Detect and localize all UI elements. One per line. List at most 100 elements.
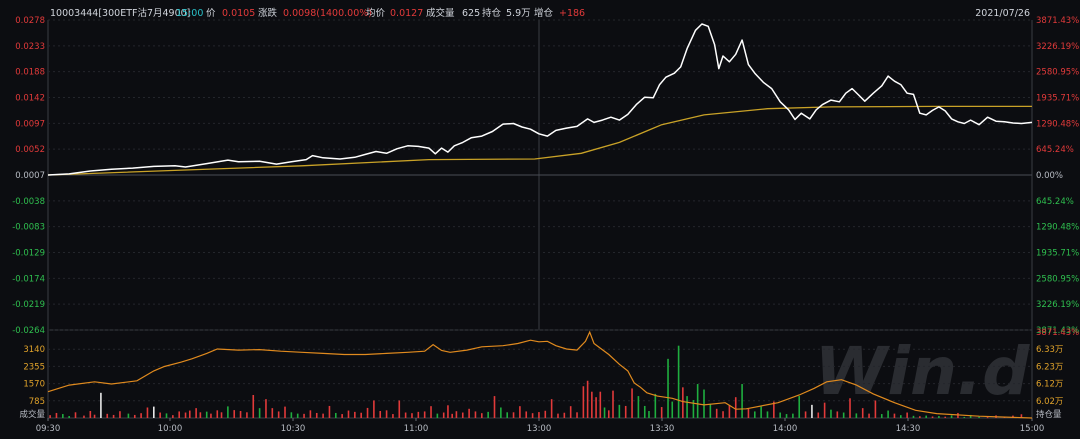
price-tick-label: 0.0278 bbox=[15, 16, 45, 26]
open-interest-label: 持仓 bbox=[482, 7, 502, 19]
volume-bar bbox=[741, 384, 743, 418]
price-tick-label: 0.0233 bbox=[15, 42, 45, 52]
volume-bar bbox=[906, 412, 908, 418]
volume-bar bbox=[404, 412, 407, 418]
volume-bar bbox=[303, 413, 305, 418]
volume-bar bbox=[842, 412, 845, 418]
volume-value: 625 bbox=[462, 8, 480, 19]
volume-bar bbox=[715, 408, 718, 418]
pct-tick-label: 3871.43% bbox=[1036, 328, 1079, 338]
volume-bar bbox=[677, 345, 680, 418]
oi-tick-label: 6.23万 bbox=[1036, 362, 1063, 372]
price-tick-label: -0.0129 bbox=[12, 249, 45, 259]
volume-bar bbox=[586, 380, 589, 418]
oi-tick-label: 持仓量 bbox=[1036, 409, 1062, 420]
volume-bar bbox=[430, 406, 432, 418]
volume-bar bbox=[220, 412, 223, 418]
volume-bar bbox=[595, 397, 597, 418]
volume-bar bbox=[74, 412, 77, 418]
volume-bar bbox=[165, 413, 168, 418]
volume-bar bbox=[900, 415, 902, 418]
price-line bbox=[47, 23, 1033, 176]
volume-bar bbox=[792, 413, 794, 418]
avg-price-label: 均价 bbox=[366, 7, 386, 19]
volume-bar bbox=[734, 397, 737, 418]
volume-bar bbox=[728, 404, 731, 418]
volume-bar bbox=[855, 413, 858, 418]
volume-bar bbox=[591, 391, 593, 418]
time-tick-label: 13:00 bbox=[527, 424, 552, 434]
volume-bar bbox=[643, 405, 646, 418]
volume-bar bbox=[159, 412, 161, 418]
volume-bar bbox=[887, 410, 889, 418]
volume-bar bbox=[360, 412, 362, 418]
volume-bar bbox=[265, 399, 267, 418]
volume-bar bbox=[68, 416, 70, 418]
volume-bar bbox=[703, 389, 705, 418]
volume-bar bbox=[925, 415, 927, 418]
volume-bar bbox=[969, 414, 972, 418]
volume-tick-label: 成交量 bbox=[19, 409, 45, 420]
volume-axes: 3871.43% 3140 6.33万 2355 6.23万 1570 6.12万 785 6.… bbox=[19, 328, 1079, 420]
volume-bar bbox=[779, 412, 781, 418]
volume-bar bbox=[986, 417, 989, 419]
volume-bar bbox=[216, 410, 219, 418]
volume-bar bbox=[599, 391, 602, 418]
volume-bar bbox=[618, 404, 621, 418]
volume-bar bbox=[284, 406, 286, 418]
volume-bar bbox=[550, 399, 553, 418]
volume-bar bbox=[760, 406, 762, 418]
oi-tick-label: 6.02万 bbox=[1036, 397, 1063, 407]
volume-bar bbox=[682, 387, 684, 418]
volume-bar bbox=[411, 413, 413, 418]
volume-bar bbox=[823, 402, 826, 418]
price-tick-label: 0.0142 bbox=[15, 94, 45, 104]
volume-bar bbox=[544, 410, 547, 418]
pct-tick-label: 2580.95% bbox=[1036, 68, 1079, 78]
oi-change-value: +186 bbox=[559, 8, 585, 19]
volume-bar bbox=[199, 412, 202, 418]
price-tick-label: -0.0038 bbox=[12, 197, 45, 207]
trade-date: 2021/07/26 bbox=[975, 8, 1030, 19]
volume-bar bbox=[519, 406, 521, 418]
volume-bar bbox=[747, 408, 750, 418]
volume-bar bbox=[893, 413, 896, 418]
volume-bar bbox=[481, 413, 483, 418]
volume-bar bbox=[785, 414, 788, 418]
volume-tick-label: 3140 bbox=[23, 345, 45, 355]
price-value: 0.0105 bbox=[222, 8, 255, 19]
volume-bar bbox=[766, 411, 769, 418]
volume-bar bbox=[798, 396, 801, 418]
volume-tick-label: 785 bbox=[29, 397, 45, 407]
volume-bar bbox=[328, 405, 331, 418]
volume-bar bbox=[861, 408, 864, 418]
volume-bar bbox=[874, 400, 877, 418]
volume-bar bbox=[89, 410, 92, 418]
watermark-logo: Win.d bbox=[815, 333, 1030, 410]
price-tick-label: -0.0083 bbox=[12, 223, 45, 233]
volume-bar bbox=[686, 396, 688, 418]
volume-bar bbox=[637, 396, 640, 418]
volume-bar bbox=[671, 401, 674, 418]
volume-bar bbox=[667, 358, 669, 418]
pct-tick-label: 2580.95% bbox=[1036, 274, 1079, 284]
volume-bar bbox=[612, 390, 614, 418]
volume-bar bbox=[172, 415, 174, 418]
volume-bar bbox=[474, 411, 477, 418]
volume-bar bbox=[271, 408, 274, 418]
time-tick-label: 11:00 bbox=[404, 424, 429, 434]
volume-bar bbox=[442, 412, 445, 418]
volume-bar bbox=[582, 386, 585, 418]
volume-bar bbox=[804, 411, 807, 418]
volume-bar bbox=[493, 396, 496, 418]
volume-bar bbox=[322, 413, 324, 418]
volume-bar bbox=[451, 413, 453, 418]
volume-label: 成交量 bbox=[426, 7, 455, 19]
volume-bar bbox=[153, 406, 155, 418]
volume-bar bbox=[538, 412, 540, 418]
volume-bar bbox=[648, 410, 650, 418]
price-tick-label: -0.0219 bbox=[12, 300, 45, 310]
pct-tick-label: 3226.19% bbox=[1036, 42, 1079, 52]
